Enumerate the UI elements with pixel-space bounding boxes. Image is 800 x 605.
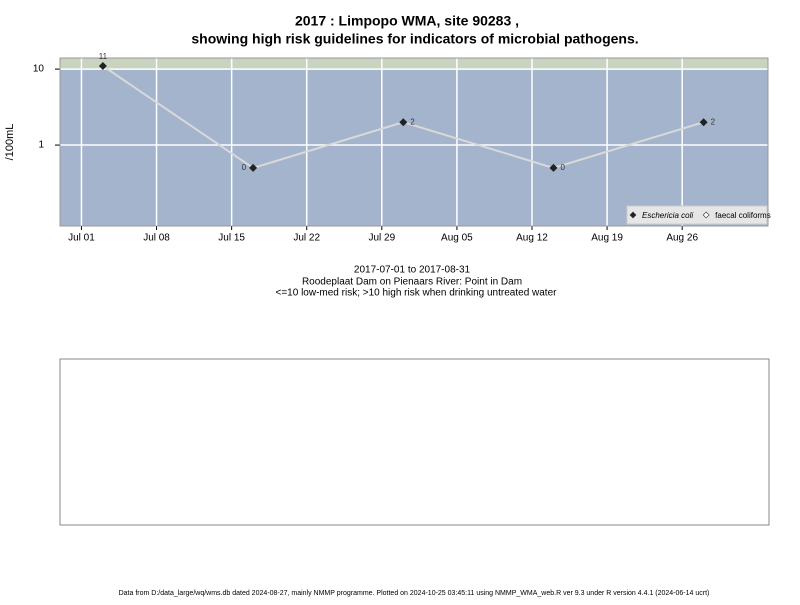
empty-panel [59, 358, 770, 526]
legend-marker [702, 211, 710, 219]
x-tick-label: Aug 19 [591, 233, 623, 244]
legend-box [626, 205, 768, 225]
x-tick-label: Jul 15 [218, 233, 245, 244]
x-tick-label: Jul 01 [68, 233, 95, 244]
data-point [699, 118, 708, 127]
plot-frame [59, 57, 769, 227]
subtitle: 2017-07-01 to 2017-08-31 [354, 265, 471, 276]
data-label: 0 [242, 163, 247, 172]
data-label: 2 [410, 117, 415, 126]
y-axis-label: /100mL [4, 124, 16, 161]
subtitle: Roodeplaat Dam on Pienaars River: Point … [302, 277, 522, 288]
y-tick-label: 1 [38, 140, 44, 151]
data-point [249, 163, 258, 172]
x-tick-label: Aug 26 [666, 233, 698, 244]
x-tick-label: Jul 22 [293, 233, 320, 244]
chart-title: 2017 : Limpopo WMA, site 90283 , [295, 13, 519, 29]
data-label: 0 [560, 163, 565, 172]
data-label: 11 [99, 52, 108, 61]
high-risk-zone [60, 58, 768, 70]
data-point [549, 163, 558, 172]
x-tick-label: Jul 08 [143, 233, 170, 244]
legend-label: faecal coliforms [715, 211, 771, 220]
chart-title: showing high risk guidelines for indicat… [191, 31, 638, 47]
x-tick-label: Aug 12 [516, 233, 548, 244]
y-tick-label: 10 [33, 64, 45, 75]
data-label: 2 [711, 117, 716, 126]
x-tick-label: Aug 05 [441, 233, 473, 244]
legend-marker [629, 211, 637, 219]
data-point [98, 61, 107, 70]
x-tick-label: Jul 29 [368, 233, 395, 244]
subtitle: <=10 low-med risk; >10 high risk when dr… [276, 288, 558, 299]
plot-background [60, 58, 768, 226]
data-point [399, 118, 408, 127]
legend-label: Eschericia coli [642, 211, 693, 220]
footer: Data from D:/data_large/wq/wms.db dated … [119, 590, 710, 597]
